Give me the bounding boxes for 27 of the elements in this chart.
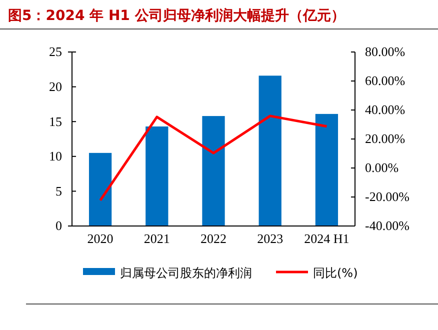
bar xyxy=(146,126,168,226)
x-tick-label: 2022 xyxy=(200,231,226,246)
bar xyxy=(88,152,112,226)
y-tick-label: 0 xyxy=(56,218,62,234)
y-tick-label: 20 xyxy=(49,78,62,94)
x-tick-label: 2023 xyxy=(257,231,284,246)
y2-tick-label: 60.00% xyxy=(365,73,406,88)
legend-label: 同比(%) xyxy=(313,266,358,280)
y-tick-label: 15 xyxy=(49,114,62,129)
y-tick-label: 10 xyxy=(49,148,62,164)
y2-tick-label: 20.00% xyxy=(365,131,406,146)
y2-tick-label: -40.00% xyxy=(365,218,410,234)
y2-tick-label: 40.00% xyxy=(365,102,406,118)
bar xyxy=(315,114,338,226)
y-tick-label: 25 xyxy=(49,44,62,60)
bar xyxy=(202,116,225,226)
x-tick-label: 2021 xyxy=(144,231,170,246)
x-tick-label: 2024 H1 xyxy=(304,231,350,246)
y-tick-label: 5 xyxy=(56,183,62,198)
line-series xyxy=(99,114,328,202)
chart-title: 图5：2024 年 H1 公司归母净利润大幅提升（亿元） xyxy=(8,7,345,24)
legend-label: 归属母公司股东的净利润 xyxy=(120,266,252,280)
y2-tick-label: -20.00% xyxy=(365,189,410,204)
x-tick-label: 2020 xyxy=(87,231,114,246)
y2-tick-label: 80.00% xyxy=(365,44,406,60)
bar xyxy=(258,76,282,226)
y2-tick-label: 0.00% xyxy=(365,160,399,176)
